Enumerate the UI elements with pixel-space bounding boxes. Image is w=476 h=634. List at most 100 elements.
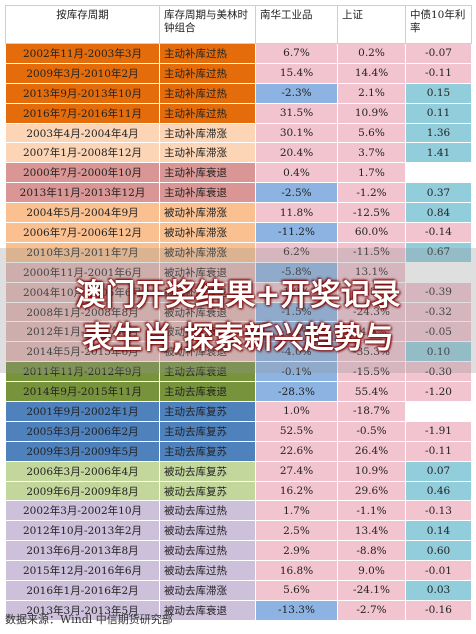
cell-cycle: 被动去库衰退	[159, 599, 256, 621]
cell-bond-rate: -0.13	[405, 500, 472, 522]
cell-shanghai: 1.7%	[337, 162, 406, 184]
cell-bond-rate: -0.14	[405, 222, 472, 243]
cell-shanghai: -0.5%	[337, 420, 406, 442]
table-row: 2015年12月-2016年6月 被动去库过热 16.8% 9.0% -0.01	[5, 560, 472, 582]
cell-period: 2011年11月-2012年9月	[5, 361, 160, 383]
cell-shanghai: 10.9%	[337, 102, 406, 124]
table-row: 2009年3月-2009年5月 主动去库复苏 22.6% 26.4% -0.11	[5, 440, 472, 462]
cell-nanhua: 16.2%	[255, 480, 338, 502]
cell-cycle: 主动补库衰退	[159, 162, 256, 184]
cell-nanhua: 20.4%	[255, 142, 338, 164]
cell-period: 2014年5月-2015年6月	[5, 341, 160, 363]
cell-cycle: 被动去库复苏	[159, 460, 256, 482]
cell-cycle: 主动补库过热	[159, 62, 256, 84]
cell-cycle: 主动补库过热	[159, 102, 256, 124]
header-bond-rate: 中债10年利率	[405, 5, 472, 44]
overlay-band	[0, 248, 476, 373]
cell-nanhua: 22.6%	[255, 440, 338, 462]
cell-cycle: 主动去库衰退	[159, 361, 256, 383]
cell-shanghai: -9.3%	[337, 281, 406, 303]
cell-shanghai: 13.4%	[337, 520, 406, 542]
data-table-container: 按库存周期 库存周期与美林时钟组合 南华工业品 上证 中债10年利率 2002年…	[5, 5, 472, 621]
cell-cycle: 被动去库滞涨	[159, 580, 256, 601]
table-row: 2002年11月-2003年3月 主动补库过热 6.7% 0.2% -0.07	[5, 43, 472, 64]
cell-shanghai: 2.1%	[337, 82, 406, 104]
table-row: 2013年11月-2013年12月 主动补库衰退 -2.5% -1.2% 0.37	[5, 182, 472, 204]
cell-nanhua: 30.1%	[255, 122, 338, 144]
table-row: 2006年3月-2006年4月 被动去库复苏 27.4% 10.9% 0.07	[5, 460, 472, 482]
table-row: 2003年4月-2004年4月 主动补库滞涨 30.1% 5.6% 1.36	[5, 122, 472, 144]
cell-shanghai: 0.2%	[337, 43, 406, 64]
cell-cycle: 被动补库滞涨	[159, 202, 256, 224]
cell-period: 2004年5月-2004年9月	[5, 202, 160, 224]
cell-bond-rate: 0.67	[405, 241, 472, 263]
table-row: 2016年7月-2016年11月 主动补库过热 31.5% 10.9% 0.11	[5, 102, 472, 124]
cell-bond-rate: -0.11	[405, 440, 472, 462]
cell-nanhua: 16.8%	[255, 560, 338, 582]
cell-period: 2004年10月-2005年6月	[5, 281, 160, 303]
cell-period: 2006年3月-2006年4月	[5, 460, 160, 482]
cell-bond-rate: -0.16	[405, 599, 472, 621]
table-row: 2002年3月-2002年10月 被动去库过热 1.7% -1.1% -0.13	[5, 500, 472, 522]
inventory-cycle-table: 按库存周期 库存周期与美林时钟组合 南华工业品 上证 中债10年利率 2002年…	[5, 5, 472, 621]
cell-period: 2007年1月-2008年12月	[5, 142, 160, 164]
source-note: 数据来源：Windl 中信期货研究部	[5, 613, 173, 626]
cell-bond-rate	[405, 401, 472, 422]
cell-period: 2012年10月-2013年2月	[5, 520, 160, 542]
cell-cycle: 主动补库衰退	[159, 182, 256, 204]
cell-shanghai: -8.8%	[337, 540, 406, 562]
cell-period: 2005年3月-2006年2月	[5, 420, 160, 442]
cell-shanghai: 26.4%	[337, 440, 406, 462]
cell-cycle: 被动去库过热	[159, 560, 256, 582]
cell-nanhua: 1.0%	[255, 401, 338, 422]
cell-period: 2000年7月-2000年10月	[5, 162, 160, 184]
table-row: 2016年1月-2016年2月 被动去库滞涨 5.6% -24.1% 0.03	[5, 580, 472, 601]
cell-bond-rate: 0.07	[405, 460, 472, 482]
cell-shanghai: 13.1%	[337, 261, 406, 283]
table-row: 2001年9月-2002年1月 主动去库复苏 1.0% -18.7%	[5, 401, 472, 422]
table-row: 2004年10月-2005年6月 被动补库衰退 1.0% -9.3% -0.39	[5, 281, 472, 303]
cell-shanghai: -24.3%	[337, 301, 406, 323]
cell-bond-rate: 0.10	[405, 341, 472, 363]
table-row: 2013年3月-2013年5月 被动去库衰退 -13.3% -2.7% -0.16	[5, 599, 472, 621]
cell-bond-rate	[405, 261, 472, 283]
cell-shanghai: -4.5%	[337, 321, 406, 343]
cell-cycle: 主动去库复苏	[159, 440, 256, 462]
cell-shanghai: -1.2%	[337, 182, 406, 204]
cell-period: 2009年6月-2009年8月	[5, 480, 160, 502]
cell-shanghai: -24.1%	[337, 580, 406, 601]
table-row: 2013年6月-2013年8月 被动去库过热 2.9% -8.8% 0.60	[5, 540, 472, 562]
cell-bond-rate: 0.11	[405, 102, 472, 124]
cell-cycle: 主动补库滞涨	[159, 142, 256, 164]
cell-shanghai: 5.6%	[337, 122, 406, 144]
cell-bond-rate: 0.46	[405, 480, 472, 502]
cell-shanghai: 9.0%	[337, 560, 406, 582]
cell-period: 2009年3月-2010年2月	[5, 62, 160, 84]
overlay-headline-line-2: 表生肖,探索新兴趋势与	[82, 321, 394, 356]
cell-period: 2008年1月-2008年8月	[5, 301, 160, 323]
cell-period: 2013年6月-2013年8月	[5, 540, 160, 562]
table-row: 2006年7月-2006年12月 被动补库滞涨 -11.2% 60.0% -0.14	[5, 222, 472, 243]
cell-bond-rate: -0.11	[405, 62, 472, 84]
cell-period: 2003年4月-2004年4月	[5, 122, 160, 144]
cell-shanghai: 3.7%	[337, 142, 406, 164]
table-row: 2010年3月-2011年7月 被动补库滞涨 6.2% -11.5% 0.67	[5, 241, 472, 263]
header-nanhua: 南华工业品	[255, 5, 338, 44]
cell-period: 2009年3月-2009年5月	[5, 440, 160, 462]
cell-nanhua: -2.5%	[255, 182, 338, 204]
cell-period: 2013年9月-2013年10月	[5, 82, 160, 104]
cell-cycle: 主动补库过热	[159, 82, 256, 104]
cell-bond-rate	[405, 162, 472, 184]
cell-cycle: 主动去库衰退	[159, 381, 256, 403]
cell-shanghai: -18.7%	[337, 401, 406, 422]
cell-bond-rate: 0.15	[405, 82, 472, 104]
cell-cycle: 被动补库滞涨	[159, 241, 256, 263]
cell-nanhua: 6.2%	[255, 241, 338, 263]
cell-period: 2016年1月-2016年2月	[5, 580, 160, 601]
cell-nanhua: 11.8%	[255, 202, 338, 224]
cell-nanhua: 31.5%	[255, 102, 338, 124]
table-row: 2008年1月-2008年8月 被动补库衰退 -1.5% -24.3% -0.32	[5, 301, 472, 323]
cell-cycle: 被动去库过热	[159, 520, 256, 542]
cell-period: 2006年7月-2006年12月	[5, 222, 160, 243]
cell-shanghai: 14.4%	[337, 62, 406, 84]
